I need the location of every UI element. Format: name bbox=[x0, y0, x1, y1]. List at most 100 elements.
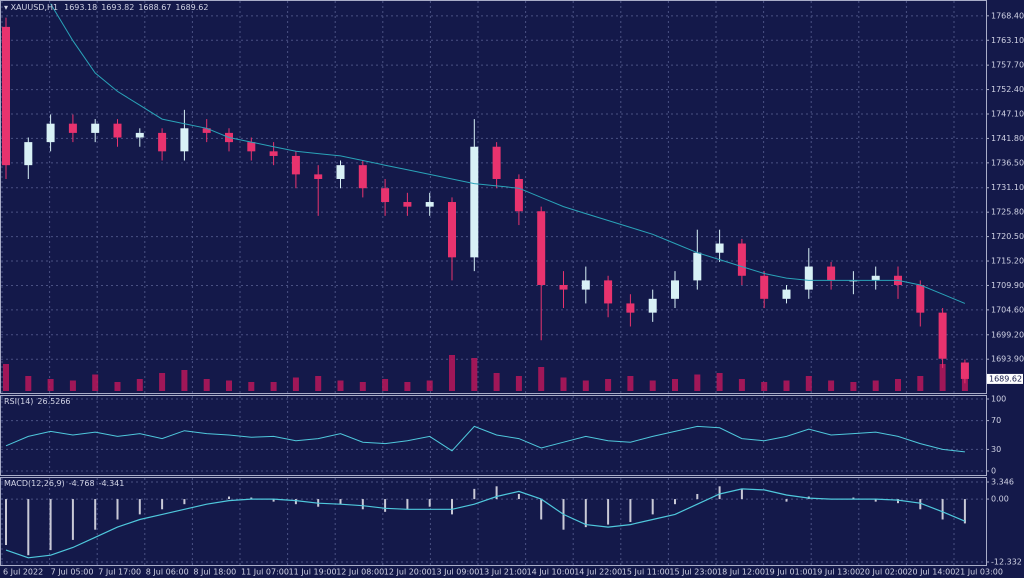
macd-bar bbox=[785, 499, 788, 502]
macd-bar bbox=[919, 499, 922, 510]
y-tick-label: 1741.80 bbox=[991, 134, 1024, 143]
y-tick-label: 1731.10 bbox=[991, 183, 1024, 192]
macd-bar bbox=[451, 499, 453, 515]
symbol: XAUUSD,H1 bbox=[11, 3, 59, 12]
volume-bar bbox=[538, 367, 545, 391]
candle-body bbox=[581, 280, 590, 290]
x-tick-label: 14 Jul 22:00 bbox=[574, 568, 622, 577]
macd-bar bbox=[495, 486, 498, 500]
y-tick-label: 0.00 bbox=[991, 495, 1009, 504]
candle-body bbox=[715, 243, 724, 253]
volume-bar bbox=[850, 382, 857, 391]
candle-body bbox=[135, 132, 144, 138]
rsi-value: 26.5266 bbox=[37, 397, 70, 406]
rsi-line bbox=[5, 425, 965, 453]
macd-bar bbox=[428, 499, 431, 507]
candle-body bbox=[514, 178, 523, 212]
y-tick-label: 1757.70 bbox=[991, 61, 1024, 70]
candle-body bbox=[492, 146, 501, 179]
volume-bar bbox=[895, 379, 901, 391]
y-tick-label: 1725.80 bbox=[991, 208, 1024, 217]
rsi-header: RSI(14) 26.5266 bbox=[4, 397, 71, 406]
macd-bar bbox=[406, 499, 409, 510]
candle-body bbox=[180, 128, 189, 152]
candle-body bbox=[269, 151, 278, 156]
volume-bar bbox=[382, 379, 389, 391]
macd-bar bbox=[294, 499, 297, 505]
marks: 1689.62 bbox=[2, 3, 1023, 559]
candle-body bbox=[158, 132, 167, 152]
candle-body bbox=[358, 165, 367, 189]
volume-bar bbox=[471, 358, 478, 391]
y-tick-label: 1720.50 bbox=[991, 232, 1024, 241]
x-tick-label: 14 Jul 10:00 bbox=[527, 568, 575, 577]
header-arrow: ▾ bbox=[4, 3, 11, 12]
price-tag-label: 1689.62 bbox=[989, 374, 1022, 383]
y-tick-label: 1747.10 bbox=[991, 109, 1024, 118]
volume-bar bbox=[248, 382, 255, 391]
x-tick-label: 12 Jul 20:00 bbox=[384, 568, 432, 577]
macd-header: MACD(12,26,9) -4.768 -4.341 bbox=[4, 479, 124, 488]
volume-bar bbox=[449, 355, 455, 391]
x-tick-label: 15 Jul 11:00 bbox=[622, 568, 670, 577]
macd-bar bbox=[250, 497, 253, 500]
close-value: 1689.62 bbox=[175, 3, 208, 12]
macd-bar bbox=[584, 499, 587, 528]
candle-body bbox=[247, 142, 256, 152]
volume-bar bbox=[716, 373, 723, 391]
open-value: 1693.18 bbox=[64, 3, 97, 12]
x-tick-label: 8 Jul 06:00 bbox=[146, 568, 189, 577]
candle-body bbox=[737, 243, 746, 276]
macd-bar bbox=[718, 486, 721, 500]
macd-bar bbox=[674, 499, 676, 505]
candle-body bbox=[336, 165, 345, 179]
macd-bar bbox=[138, 499, 141, 515]
volume-bar bbox=[426, 380, 433, 391]
y-tick-label: 1715.20 bbox=[991, 257, 1024, 266]
volume-bar bbox=[783, 380, 790, 391]
x-tick-label: 11 Jul 07:00 bbox=[241, 568, 289, 577]
candle-body bbox=[24, 142, 33, 166]
macd-bar bbox=[272, 499, 275, 502]
macd-bar bbox=[228, 496, 230, 500]
macd-bar bbox=[629, 499, 632, 523]
x-tick-label: 7 Jul 05:00 bbox=[51, 568, 94, 577]
macd-bar bbox=[116, 499, 119, 520]
macd-bar bbox=[361, 499, 364, 510]
x-tick-label: 18 Jul 12:00 bbox=[717, 568, 765, 577]
macd-bar bbox=[607, 499, 610, 525]
candle-body bbox=[760, 275, 769, 299]
y-tick-label: 30 bbox=[991, 445, 1001, 454]
volume-bar bbox=[761, 382, 768, 391]
macd-bar bbox=[473, 488, 476, 500]
candle-body bbox=[671, 280, 679, 299]
volume-bar bbox=[270, 382, 277, 391]
candle-body bbox=[448, 202, 456, 258]
symbol-header: ▾ XAUUSD,H1 1693.18 1693.82 1688.67 1689.62 bbox=[4, 3, 209, 12]
volume-bar bbox=[939, 364, 946, 391]
macd-bar bbox=[651, 499, 654, 515]
x-tick-label: 13 Jul 21:00 bbox=[479, 568, 527, 577]
candle-body bbox=[782, 289, 791, 299]
price-panel bbox=[0, 0, 987, 394]
candle-body bbox=[314, 174, 323, 179]
macd-bar bbox=[963, 499, 966, 524]
volume-bar bbox=[92, 374, 99, 391]
price-tag bbox=[987, 373, 1023, 384]
candle-body bbox=[871, 275, 880, 281]
macd-title: MACD(12,26,9) bbox=[4, 479, 65, 488]
candle-body bbox=[113, 123, 122, 138]
candle-body bbox=[804, 266, 813, 290]
candle-body bbox=[46, 123, 55, 143]
y-tick-label: 1763.10 bbox=[991, 36, 1024, 45]
candle-body bbox=[2, 26, 10, 166]
candle-body bbox=[938, 312, 947, 359]
y-tick-label: 1709.90 bbox=[991, 281, 1024, 290]
x-tick-label: 6 Jul 2022 bbox=[3, 568, 43, 577]
volume-bar bbox=[136, 379, 143, 391]
y-tick-label: -12.332 bbox=[991, 558, 1022, 567]
volume-bar bbox=[359, 382, 366, 391]
macd-bar bbox=[852, 497, 855, 500]
x-tick-label: 12 Jul 08:00 bbox=[336, 568, 384, 577]
